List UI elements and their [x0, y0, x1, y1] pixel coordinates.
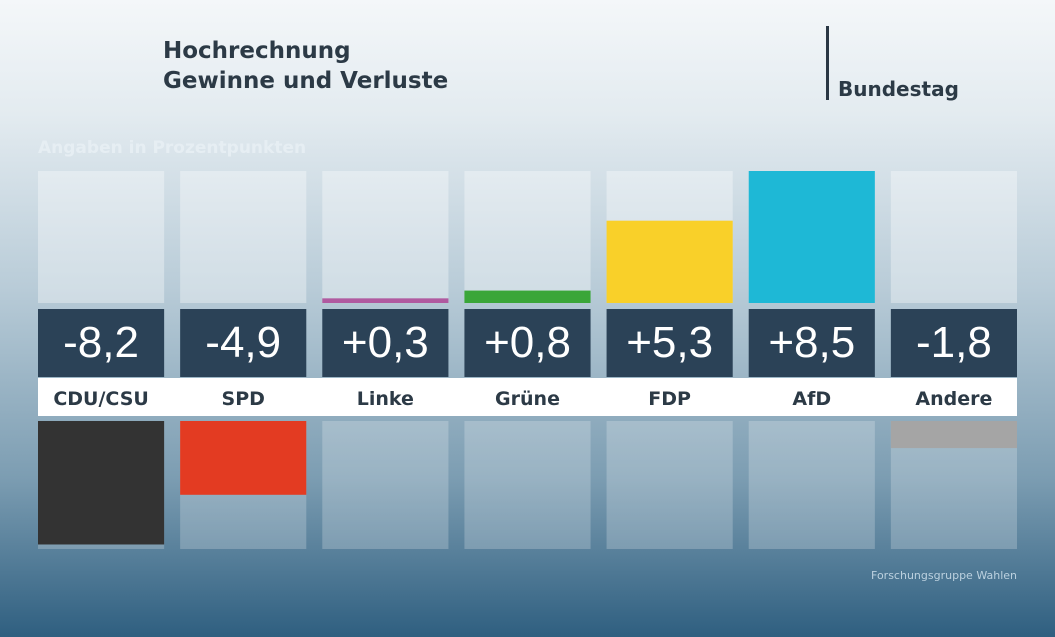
column-bg-bottom	[606, 421, 733, 549]
title-line-1: Hochrechnung	[163, 38, 351, 64]
column-bg-top	[890, 171, 1017, 303]
bar	[464, 290, 591, 303]
column-bg-bottom	[322, 421, 449, 549]
bar	[38, 421, 165, 545]
value-box	[38, 309, 165, 377]
column-bg-top	[38, 171, 165, 303]
title-line-2: Gewinne und Verluste	[163, 68, 449, 94]
data-label: +0,3	[342, 318, 429, 367]
bar	[606, 220, 733, 303]
header-divider	[826, 26, 829, 100]
category-label: SPD	[222, 388, 265, 410]
value-box	[748, 309, 875, 377]
value-box	[890, 309, 1017, 377]
column-bg-top	[180, 171, 307, 303]
category-label: CDU/CSU	[53, 388, 149, 410]
category-label: Andere	[915, 388, 992, 410]
data-label: -4,9	[205, 318, 281, 367]
value-box	[606, 309, 733, 377]
source-credit: Forschungsgruppe Wahlen	[871, 569, 1017, 582]
category-label: AfD	[792, 388, 831, 410]
column-bg-top	[322, 171, 449, 303]
election-label: Bundestag	[838, 77, 959, 101]
category-label: FDP	[648, 388, 691, 410]
column-bg-top	[464, 171, 591, 303]
chart-title: Hochrechnung Gewinne und Verluste	[163, 36, 448, 96]
data-label: +5,3	[626, 318, 713, 367]
data-label: +8,5	[768, 318, 855, 367]
category-label: Linke	[357, 388, 414, 410]
bar	[890, 421, 1017, 449]
data-label: -1,8	[916, 318, 992, 367]
category-label: Grüne	[495, 388, 560, 410]
unit-subtitle: Angaben in Prozentpunkten	[38, 138, 307, 158]
bar	[322, 298, 449, 303]
category-strip	[38, 378, 1017, 416]
value-box	[180, 309, 307, 377]
column-bg-bottom	[748, 421, 875, 549]
value-box	[464, 309, 591, 377]
value-box	[322, 309, 449, 377]
bar	[180, 421, 307, 495]
data-label: +0,8	[484, 318, 571, 367]
data-label: -8,2	[63, 318, 139, 367]
column-bg-bottom	[464, 421, 591, 549]
bar	[748, 171, 875, 303]
